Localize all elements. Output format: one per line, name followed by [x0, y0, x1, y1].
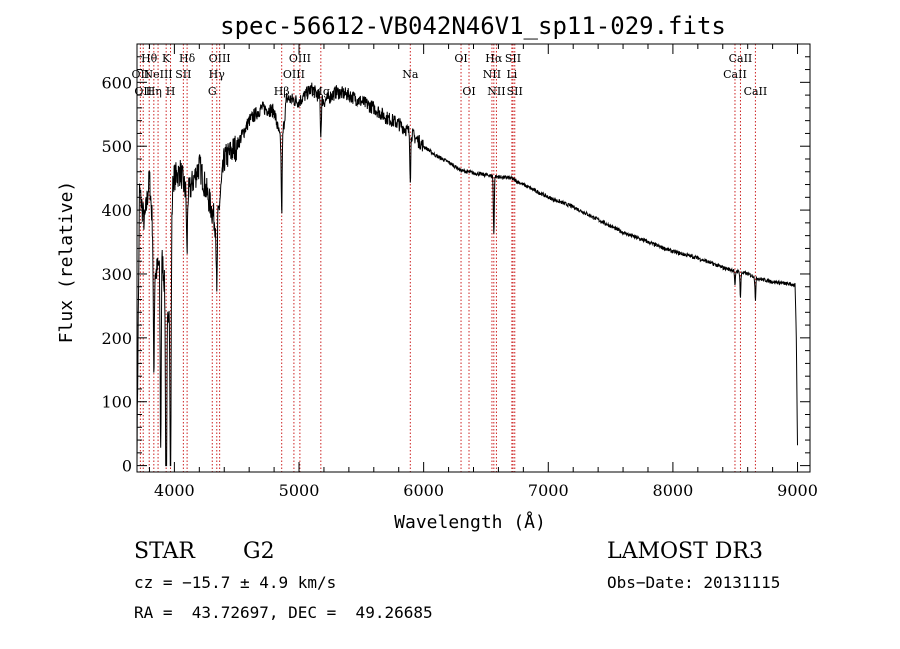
line-label: SII — [175, 68, 191, 81]
line-label: OIII — [283, 68, 305, 81]
line-label: Hθ — [141, 52, 158, 65]
line-label: OIII — [289, 52, 311, 65]
line-label: Hη — [146, 85, 162, 98]
line-label: OI — [462, 85, 475, 98]
y-tick-label: 400 — [101, 201, 132, 220]
line-label: CaII — [744, 85, 768, 98]
line-label: SII — [505, 52, 521, 65]
spectrum-line — [136, 82, 798, 467]
line-label: Hδ — [179, 52, 196, 65]
y-tick-label: 100 — [101, 393, 132, 412]
line-label: OIII — [209, 52, 231, 65]
y-axis-label: Flux (relative) — [56, 181, 77, 344]
line-label: OI — [454, 52, 467, 65]
line-label: OII — [132, 68, 150, 81]
x-tick-label: 7000 — [528, 481, 569, 500]
y-tick-label: 300 — [101, 265, 132, 284]
line-label: NII — [487, 85, 505, 98]
line-label: Hγ — [209, 68, 226, 81]
line-label: Na — [402, 68, 419, 81]
line-label: SII — [507, 85, 523, 98]
line-label: CaII — [729, 52, 753, 65]
object-class: STAR — [134, 539, 195, 564]
x-axis-label: Wavelength (Å) — [394, 511, 546, 533]
line-label: Hβ — [274, 85, 290, 98]
survey-name: LAMOST DR3 — [607, 539, 763, 564]
object-subclass: G2 — [243, 539, 275, 564]
x-tick-label: 6000 — [403, 481, 444, 500]
y-tick-label: 200 — [101, 329, 132, 348]
velocity-cz: cz = −15.7 ± 4.9 km/s — [134, 573, 337, 592]
plot-frame — [136, 43, 811, 473]
y-tick-label: 600 — [101, 73, 132, 92]
x-tick-label: 5000 — [279, 481, 320, 500]
line-label: K — [162, 52, 171, 65]
y-tick-label: 500 — [101, 137, 132, 156]
line-label: CaII — [723, 68, 747, 81]
obs-date: Obs−Date: 20131115 — [607, 573, 781, 592]
line-label: NeIII — [143, 68, 172, 81]
line-label: H — [166, 85, 176, 98]
chart-title: spec-56612-VB042N46V1_sp11-029.fits — [220, 12, 726, 40]
line-label: Li — [506, 68, 517, 81]
x-tick-label: 8000 — [653, 481, 694, 500]
line-label: NII — [483, 68, 501, 81]
coordinates: RA = 43.72697, DEC = 49.26685 — [134, 603, 433, 622]
x-tick-label: 9000 — [777, 481, 818, 500]
y-tick-label: 0 — [122, 457, 132, 476]
x-tick-label: 4000 — [154, 481, 195, 500]
line-label: Hα — [485, 52, 503, 65]
line-label: G — [208, 85, 217, 98]
